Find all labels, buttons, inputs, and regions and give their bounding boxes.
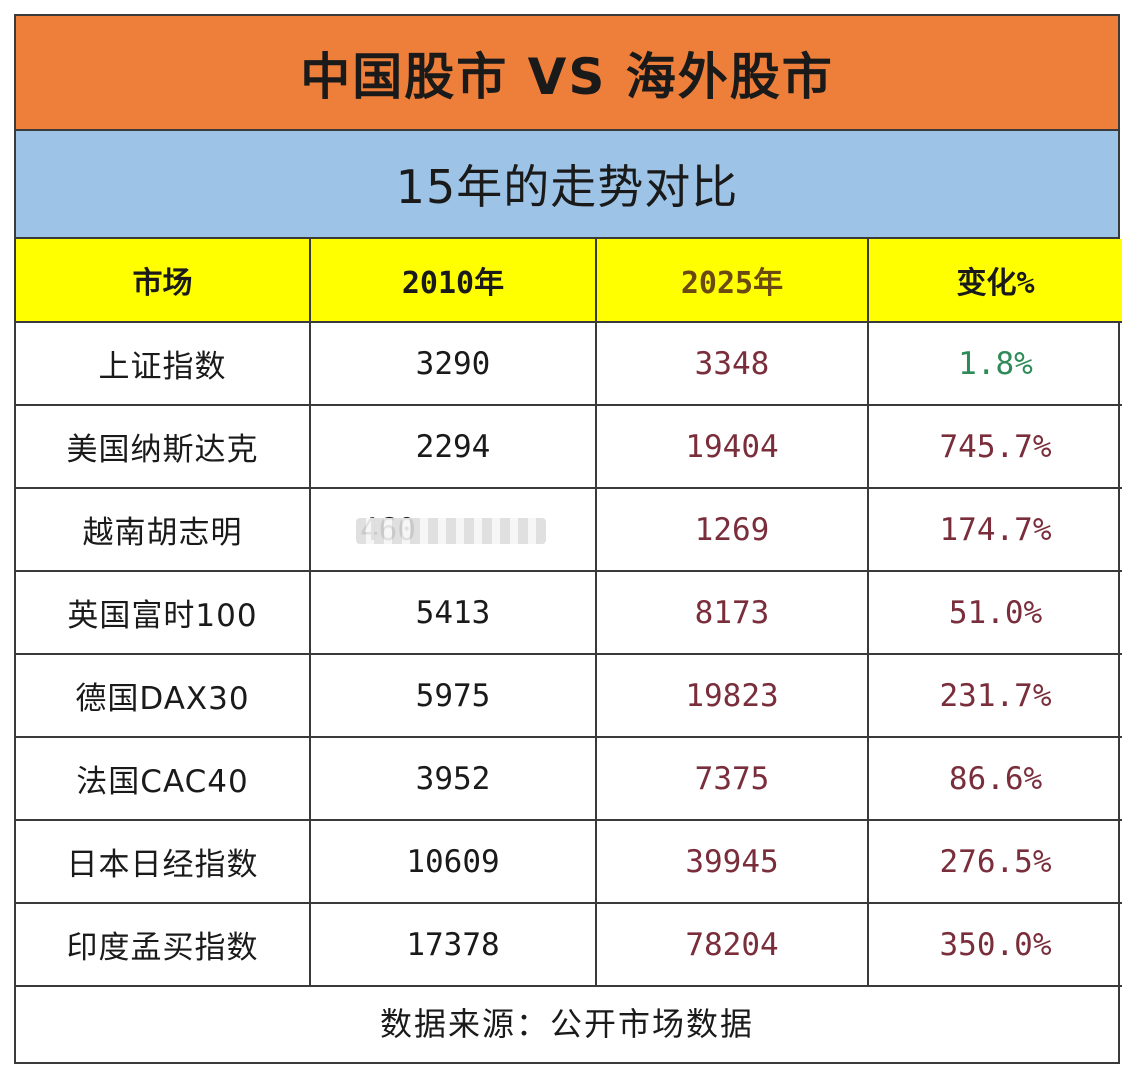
value-2010-cell: 460 (309, 487, 597, 572)
change-percent: 350.0% (867, 902, 1122, 987)
change-percent: 1.8% (867, 321, 1122, 406)
market-name: 印度孟买指数 (16, 902, 311, 987)
value-2025: 3348 (595, 321, 869, 406)
value-2010: 17378 (309, 902, 597, 987)
page-title: 中国股市 VS 海外股市 (16, 16, 1118, 131)
market-name: 越南胡志明 (16, 487, 311, 572)
value-2010: 2294 (309, 404, 597, 489)
header-2025: 2025年 (595, 239, 869, 323)
value-2025: 19404 (595, 404, 869, 489)
data-source-note: 数据来源：公开市场数据 (379, 1005, 754, 1043)
header-change: 变化% (867, 239, 1122, 323)
market-name: 日本日经指数 (16, 819, 311, 904)
value-2010: 3952 (309, 736, 597, 821)
watermark-blur (356, 518, 546, 544)
table-row: 英国富时100 5413 8173 51.0% (16, 570, 1122, 655)
market-name: 法国CAC40 (16, 736, 311, 821)
comparison-sheet: 中国股市 VS 海外股市 15年的走势对比 市场 2010年 2025年 变化%… (14, 14, 1122, 1064)
table-row: 上证指数 3290 3348 1.8% (16, 321, 1122, 406)
value-2025: 1269 (595, 487, 869, 572)
table-row: 日本日经指数 10609 39945 276.5% (16, 819, 1122, 904)
change-percent: 745.7% (867, 404, 1122, 489)
table-header-row: 市场 2010年 2025年 变化% (16, 239, 1122, 323)
value-2010: 10609 (309, 819, 597, 904)
value-2010: 5975 (309, 653, 597, 738)
value-2025: 78204 (595, 902, 869, 987)
change-percent: 231.7% (867, 653, 1122, 738)
header-2010: 2010年 (309, 239, 597, 323)
change-percent: 276.5% (867, 819, 1122, 904)
change-percent: 51.0% (867, 570, 1122, 655)
market-name: 美国纳斯达克 (16, 404, 311, 489)
change-percent: 174.7% (867, 487, 1122, 572)
value-2025: 8173 (595, 570, 869, 655)
market-name: 德国DAX30 (16, 653, 311, 738)
page-subtitle: 15年的走势对比 (16, 131, 1118, 239)
change-percent: 86.6% (867, 736, 1122, 821)
table-row: 印度孟买指数 17378 78204 350.0% (16, 902, 1122, 987)
table-row: 美国纳斯达克 2294 19404 745.7% (16, 404, 1122, 489)
value-2025: 39945 (595, 819, 869, 904)
value-2025: 7375 (595, 736, 869, 821)
table-row: 德国DAX30 5975 19823 231.7% (16, 653, 1122, 738)
table-row: 法国CAC40 3952 7375 86.6% (16, 736, 1122, 821)
value-2010: 3290 (309, 321, 597, 406)
header-market: 市场 (16, 239, 311, 323)
market-name: 英国富时100 (16, 570, 311, 655)
market-comparison-table: 市场 2010年 2025年 变化% 上证指数 3290 3348 1.8% 美… (16, 239, 1122, 987)
value-2025: 19823 (595, 653, 869, 738)
market-name: 上证指数 (16, 321, 311, 406)
table-row: 越南胡志明 460 1269 174.7% (16, 487, 1122, 572)
value-2010: 5413 (309, 570, 597, 655)
